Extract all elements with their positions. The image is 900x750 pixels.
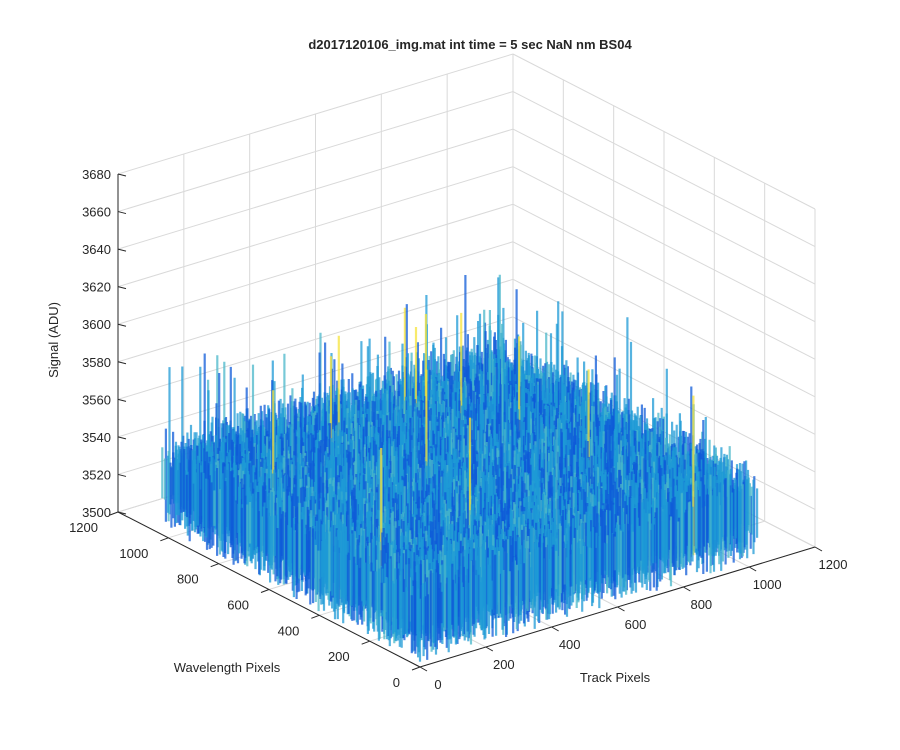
grid-line-z-side [512,128,816,285]
grid-line-z-side [512,53,816,210]
grid-line-z-back [117,53,514,175]
surface-spikes [161,274,759,662]
grid-line-z-back [117,203,514,325]
grid-line-z-side [512,91,816,248]
grid-line-z-side [512,166,816,323]
grid-line-z-back [117,241,514,363]
grid-line-z-side [512,203,816,360]
grid-line-z-back [117,128,514,250]
grid-line-z-side [512,278,816,435]
grid-line-z-side [512,241,816,398]
grid-line-z-back [117,91,514,213]
grid-line-z-back [117,166,514,288]
grid-line-z-back [117,316,514,438]
grid-line-z-back [117,278,514,400]
surface [161,274,759,662]
